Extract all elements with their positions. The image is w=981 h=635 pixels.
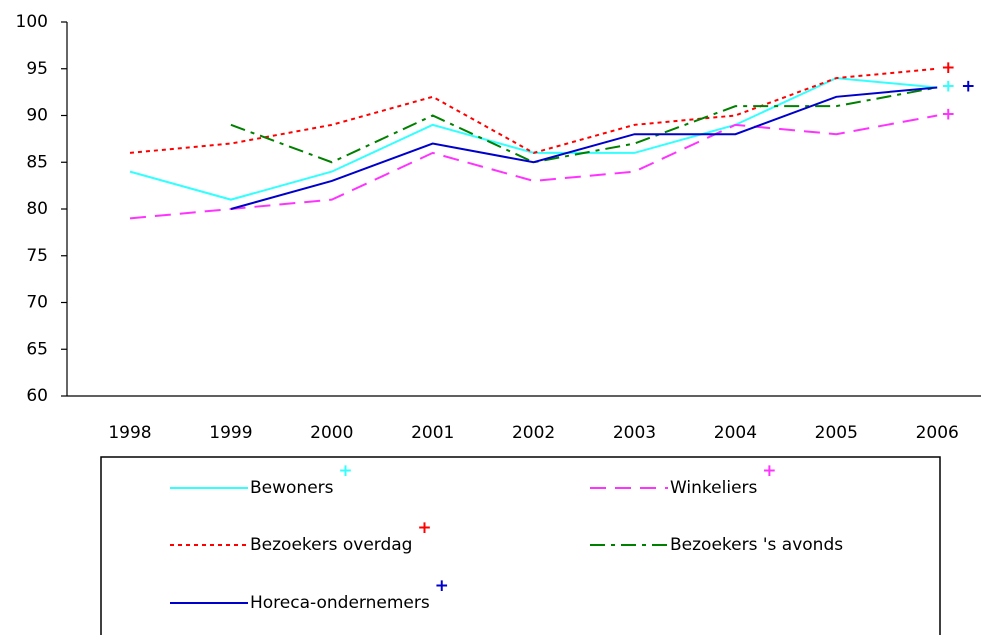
y-tick-label: 100 [16,12,48,32]
x-tick-label: 2003 [613,423,656,443]
series-line [230,86,938,210]
significance-marker: + [941,58,955,78]
legend-label: Bewoners [250,478,334,498]
legend-significance: + [435,576,449,596]
significance-marker: + [941,76,955,96]
legend-box [100,456,941,635]
significance-marker: + [941,105,955,125]
x-tick-label: 2002 [512,423,555,443]
legend-label: Horeca-ondernemers [250,593,430,613]
x-tick-label: 2004 [714,423,757,443]
legend-significance: + [762,461,776,481]
significance-marker: + [961,76,975,96]
legend-significance: + [417,518,431,538]
y-tick-label: 70 [26,293,48,313]
x-tick-label: 1999 [209,423,252,443]
x-tick-label: 2001 [411,423,454,443]
legend-label: Winkeliers [670,478,758,498]
y-tick-label: 60 [26,386,48,406]
legend-label: Bezoekers overdag [250,535,412,555]
series-line [129,114,938,220]
x-tick-label: 2006 [916,423,959,443]
legend-significance: + [338,461,352,481]
x-tick-label: 2000 [310,423,353,443]
x-tick-label: 1998 [108,423,151,443]
x-tick-label: 2005 [815,423,858,443]
y-tick-label: 80 [26,199,48,219]
y-tick-label: 65 [26,339,48,359]
legend-label: Bezoekers 's avonds [670,535,843,555]
series-line [230,86,938,164]
y-tick-label: 85 [26,152,48,172]
y-tick-label: 95 [26,59,48,79]
series-line [129,67,938,154]
y-tick-label: 75 [26,246,48,266]
y-tick-label: 90 [26,106,48,126]
